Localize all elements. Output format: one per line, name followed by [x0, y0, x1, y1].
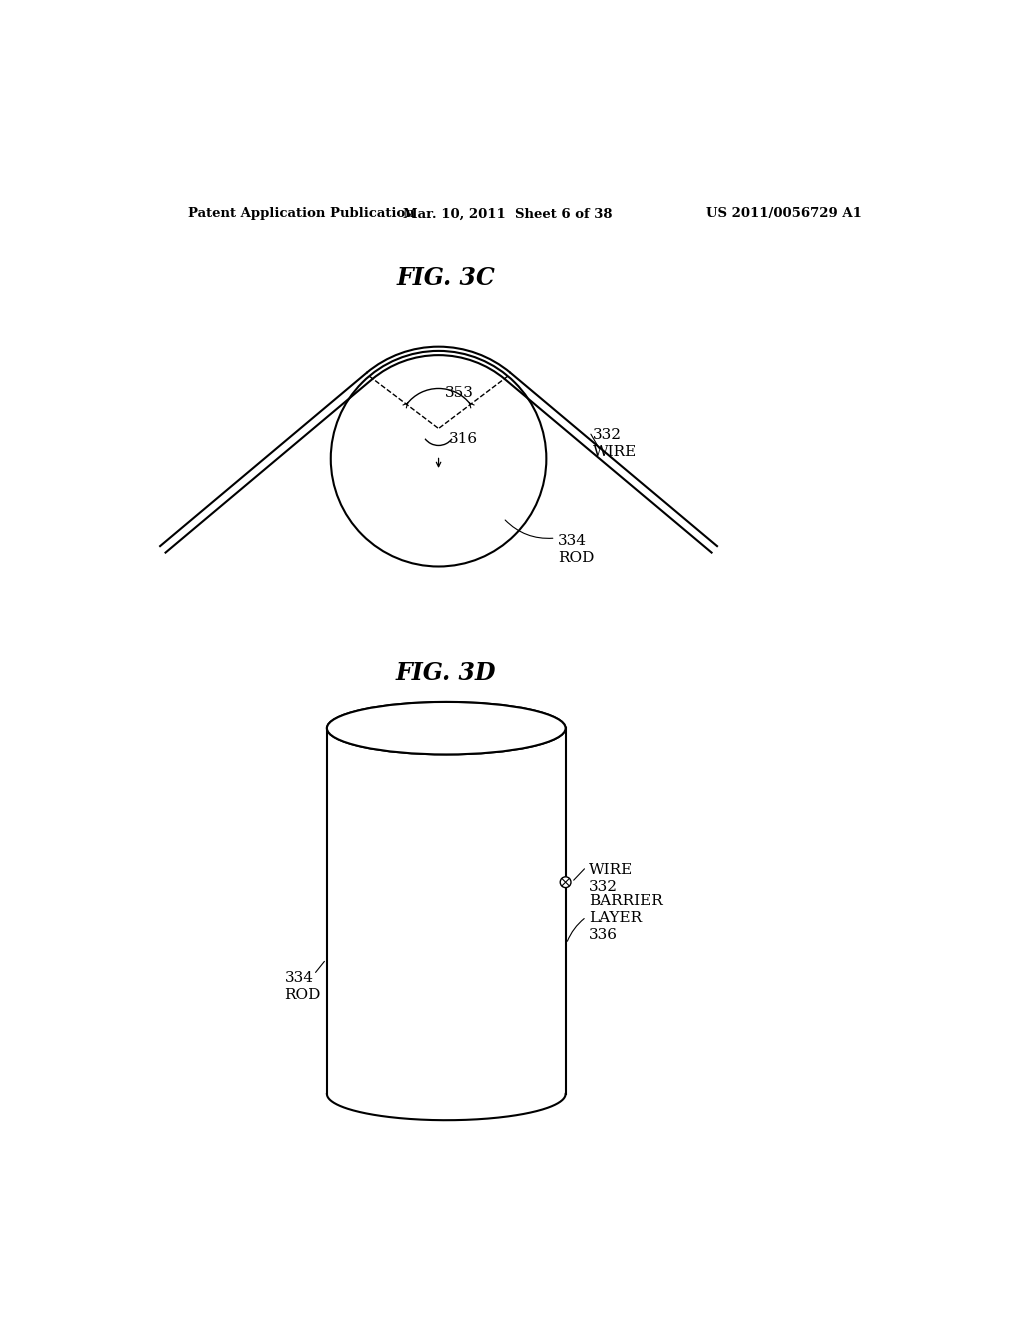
Text: FIG. 3C: FIG. 3C	[397, 265, 496, 290]
Ellipse shape	[327, 702, 565, 755]
Text: US 2011/0056729 A1: US 2011/0056729 A1	[707, 207, 862, 220]
Text: 334
ROD: 334 ROD	[285, 970, 321, 1002]
Circle shape	[331, 351, 547, 566]
Text: Mar. 10, 2011  Sheet 6 of 38: Mar. 10, 2011 Sheet 6 of 38	[403, 207, 612, 220]
Text: 353: 353	[444, 385, 473, 400]
Ellipse shape	[327, 702, 565, 755]
Text: BARRIER
LAYER
336: BARRIER LAYER 336	[589, 894, 663, 942]
Circle shape	[560, 876, 571, 887]
Text: 332
WIRE: 332 WIRE	[593, 428, 637, 459]
Text: WIRE
332: WIRE 332	[589, 863, 633, 894]
Polygon shape	[327, 729, 565, 1094]
Text: 316: 316	[450, 432, 478, 446]
Text: Patent Application Publication: Patent Application Publication	[188, 207, 415, 220]
Text: 334
ROD: 334 ROD	[558, 535, 594, 565]
Text: FIG. 3D: FIG. 3D	[396, 661, 497, 685]
